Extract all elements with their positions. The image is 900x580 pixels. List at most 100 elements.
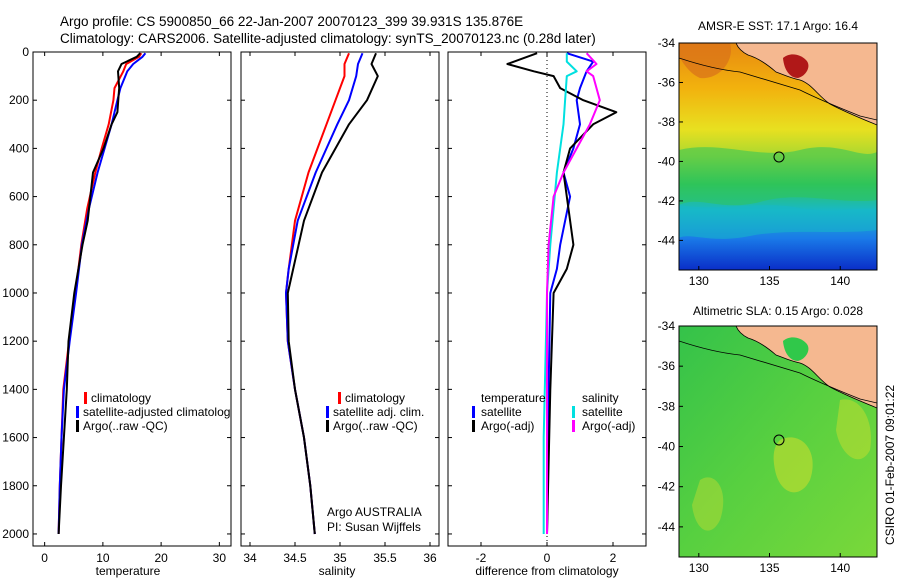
difference-axes: -2 0 2 [448,51,646,565]
legend-header-salinity: salinity [582,391,619,405]
legend-swatch-sal-argo [572,420,575,432]
legend-swatch-climatology [338,392,341,404]
legend-swatch-argo [326,420,329,432]
sst-shelf-contour [679,57,877,121]
legend-swatch-satellite [326,406,329,418]
sst-green-band [679,147,877,206]
x-tick-label: 34 [243,551,257,565]
salinity-series [285,52,379,535]
map-x-tick-label: 130 [689,274,709,288]
sst-map-title: AMSR-E SST: 17.1 Argo: 16.4 [698,19,858,33]
map-y-tick-label: -40 [658,154,676,168]
sla-yellow-patch [692,477,724,531]
argo-float-marker [773,434,785,446]
salinity-panel: 34 34.5 35 35.5 36 salinity [240,51,440,578]
series-line [506,52,618,535]
map-y-tick-label: -36 [658,75,676,89]
sla-gulf-water [783,337,809,361]
x-tick-label: 34.5 [283,551,307,565]
salinity-legend: climatology satellite adj. clim. Argo(..… [326,391,424,433]
y-tick-label: 0 [22,45,29,59]
map-y-tick-label: -36 [658,359,676,373]
map-y-tick-label: -38 [658,399,676,413]
legend-entry: satellite [481,405,522,419]
y-tick-label: 600 [9,190,29,204]
pi-label: PI: Susan Wijffels [327,520,421,534]
x-tick-label: 0 [41,551,48,565]
series-line [285,52,364,535]
series-line [286,52,379,535]
sst-map-axes: 130 135 140 -34 -36 -38 -40 -42 -44 [658,36,851,288]
sst-gulf-water [783,54,809,78]
y-tick-label: 1800 [2,479,29,493]
legend-entry: Argo(-adj) [481,419,534,433]
temperature-series [57,52,147,535]
x-tick-label: 35.5 [373,551,397,565]
x-tick-label: 10 [96,551,110,565]
header-line1: Argo profile: CS 5900850_66 22-Jan-2007 … [60,14,523,29]
y-tick-label: 400 [9,141,29,155]
series-line [285,52,350,535]
series-line [546,52,595,535]
series-line [546,52,601,534]
difference-series [506,52,618,535]
legend-entry: Argo(-adj) [582,419,635,433]
difference-panel: -2 0 2 difference from climatology [447,51,647,578]
legend-header-temperature: temperature [481,391,546,405]
x-tick-label: 36 [423,551,437,565]
y-tick-label: 200 [9,93,29,107]
map-x-tick-label: 130 [689,561,709,575]
y-tick-label: 1400 [2,382,29,396]
legend-swatch-sal-satellite [572,406,575,418]
sla-yellow-patch [836,399,871,460]
map-x-tick-label: 140 [830,561,850,575]
header-line2: Climatology: CARS2006. Satellite-adjuste… [60,31,596,46]
legend-entry: Argo(..raw -QC) [333,419,418,433]
temperature-axes: 0 10 20 30 0 200 400 600 800 1000 1200 1400 1600 1800… [2,45,231,565]
series-line [57,52,147,535]
x-tick-label: 20 [154,551,168,565]
sst-land [735,43,877,126]
difference-legend: temperature satellite Argo(-adj) salinit… [472,391,635,433]
difference-xlabel: difference from climatology [475,564,618,578]
sla-yellow-patch [773,437,813,493]
y-tick-label: 1600 [2,431,29,445]
map-x-tick-label: 140 [830,274,850,288]
sla-map-title: Altimetric SLA: 0.15 Argo: 0.028 [693,304,863,318]
sst-map: AMSR-E SST: 17.1 Argo: 16.4 130 135 140 -34… [658,19,878,288]
sst-cyan-band [679,205,877,239]
sla-map-axes: 130 135 140 -34 -36 -38 -40 -42 -44 [658,319,851,575]
sst-red-patch [679,43,731,79]
y-tick-label: 1200 [2,334,29,348]
map-y-tick-label: -34 [658,36,676,50]
institution-label: Argo AUSTRALIA [327,505,422,519]
argo-float-marker [773,151,785,163]
legend-swatch-argo [76,420,79,432]
legend-entry: satellite [582,405,623,419]
temperature-xlabel: temperature [96,564,161,578]
map-y-tick-label: -42 [658,480,676,494]
series-line [57,52,143,535]
legend-swatch-satellite [76,406,79,418]
legend-entry: satellite adj. clim. [333,405,424,419]
sla-map: Altimetric SLA: 0.15 Argo: 0.028 130 135 1… [658,304,878,575]
map-x-tick-label: 135 [759,274,779,288]
timestamp-label: CSIRO 01-Feb-2007 09:01:22 [883,385,897,545]
salinity-axes: 34 34.5 35 35.5 36 [241,51,439,565]
map-y-tick-label: -42 [658,194,676,208]
map-y-tick-label: -44 [658,520,676,534]
legend-entry: satellite-adjusted climatolog [83,405,230,419]
legend-swatch-climatology [84,392,87,404]
sla-land [735,326,877,409]
y-tick-label: 2000 [2,527,29,541]
legend-entry: Argo(..raw -QC) [83,419,168,433]
legend-entry: climatology [91,391,151,405]
series-line [57,52,141,535]
x-tick-label: -2 [476,551,487,565]
map-y-tick-label: -34 [658,319,676,333]
map-x-tick-label: 135 [759,561,779,575]
salinity-xlabel: salinity [319,564,356,578]
x-tick-label: 35 [333,551,347,565]
legend-swatch-temp-argo [472,420,475,432]
